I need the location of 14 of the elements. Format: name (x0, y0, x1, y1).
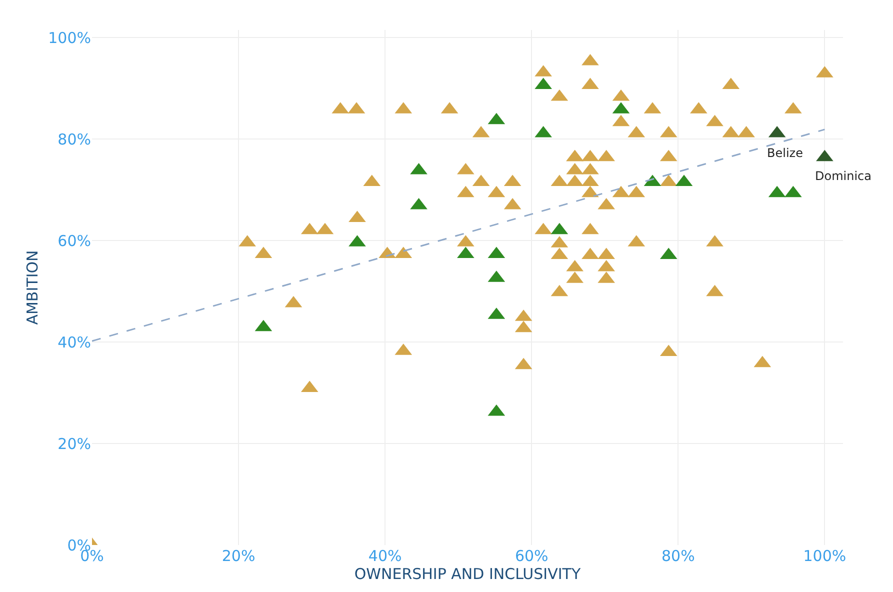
annotation: Dominica (815, 169, 872, 183)
x-tick-label: 80% (661, 547, 695, 565)
y-tick-label: 60% (58, 232, 91, 250)
x-tick-label: 20% (222, 547, 256, 565)
x-tick-label: 100% (803, 547, 846, 565)
annotation: Belize (767, 146, 803, 160)
y-tick-label: 80% (58, 130, 91, 148)
y-axis-title: AMBITION (23, 250, 42, 325)
x-axis-title: OWNERSHIP AND INCLUSIVITY (354, 565, 582, 583)
y-tick-label: 100% (48, 28, 91, 47)
y-tick-label: 20% (58, 434, 91, 453)
y-tick-label: 40% (58, 333, 91, 352)
x-tick-label: 40% (368, 547, 402, 565)
x-tick-label: 60% (514, 547, 548, 565)
